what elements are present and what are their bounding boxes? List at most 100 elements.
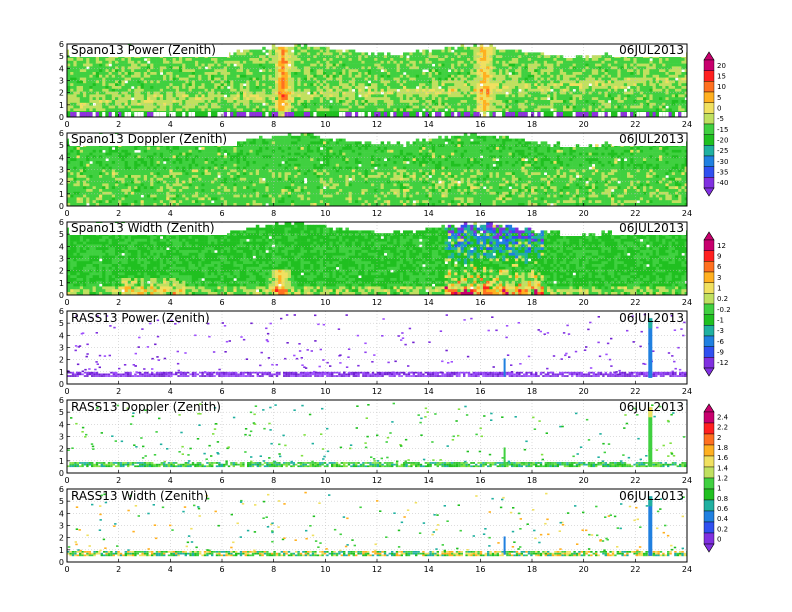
- heatmap-cell: [355, 108, 359, 112]
- heatmap-cell: [419, 100, 423, 104]
- heatmap-cell: [607, 86, 612, 90]
- heatmap-cell: [473, 108, 477, 112]
- heatmap-cell: [233, 108, 237, 112]
- heatmap-cell: [195, 63, 199, 67]
- heatmap-cell: [419, 88, 423, 92]
- heatmap-cell: [643, 91, 647, 95]
- heatmap-cell: [275, 63, 279, 67]
- heatmap-cell: [105, 69, 109, 73]
- heatmap-cell: [556, 69, 561, 73]
- heatmap-cell: [527, 60, 532, 64]
- heatmap-cell: [291, 46, 295, 50]
- heatmap-cell: [607, 112, 611, 117]
- heatmap-cell: [470, 72, 474, 76]
- heatmap-cell: [118, 60, 122, 64]
- heatmap-cell: [419, 80, 423, 84]
- heatmap-cell: [524, 83, 529, 87]
- heatmap-cell: [255, 74, 260, 78]
- heatmap-cell: [259, 108, 263, 112]
- heatmap-cell: [278, 72, 282, 76]
- heatmap-cell: [284, 83, 289, 87]
- heatmap-cell: [415, 72, 420, 76]
- heatmap-cell: [591, 108, 596, 112]
- heatmap-cell: [335, 94, 340, 98]
- heatmap-cell: [217, 58, 221, 62]
- heatmap-cell: [115, 91, 119, 95]
- heatmap-cell: [371, 60, 375, 64]
- heatmap-cell: [665, 112, 669, 117]
- heatmap-cell: [284, 46, 289, 50]
- heatmap-cell: [515, 55, 519, 59]
- heatmap-cell: [92, 83, 97, 87]
- heatmap-cell: [569, 72, 573, 76]
- heatmap-cell: [428, 52, 433, 56]
- heatmap-cell: [307, 108, 311, 112]
- heatmap-cell: [396, 55, 401, 59]
- heatmap-cell: [470, 49, 474, 53]
- heatmap-cell: [265, 108, 269, 112]
- heatmap-cell: [67, 183, 71, 187]
- heatmap-cell: [380, 114, 385, 117]
- heatmap-cell: [489, 69, 493, 73]
- heatmap-cell: [675, 91, 679, 95]
- heatmap-cell: [518, 72, 522, 76]
- heatmap-cell: [620, 69, 625, 73]
- heatmap-cell: [547, 72, 551, 76]
- heatmap-cell: [355, 94, 359, 98]
- heatmap-cell: [191, 58, 196, 62]
- heatmap-cell: [294, 74, 298, 78]
- heatmap-cell: [307, 55, 311, 59]
- heatmap-cell: [486, 69, 490, 73]
- heatmap-cell: [201, 100, 205, 104]
- heatmap-cell: [476, 58, 481, 62]
- heatmap-cell: [201, 91, 205, 95]
- heatmap-cell: [115, 86, 119, 90]
- heatmap-cell: [678, 58, 682, 62]
- heatmap-cell: [415, 108, 420, 112]
- heatmap-cell: [499, 72, 503, 76]
- heatmap-cell: [409, 105, 413, 109]
- heatmap-cell: [156, 108, 161, 112]
- heatmap-cell: [483, 69, 487, 73]
- heatmap-cell: [659, 66, 663, 70]
- heatmap-cell: [431, 100, 436, 104]
- heatmap-cell: [476, 102, 481, 106]
- heatmap-cell: [73, 186, 77, 190]
- heatmap-cell: [681, 88, 685, 92]
- heatmap-cell: [188, 80, 193, 84]
- heatmap-cell: [86, 100, 90, 104]
- heatmap-cell: [406, 83, 410, 87]
- heatmap-cell: [323, 105, 327, 109]
- heatmap-cell: [134, 63, 138, 67]
- heatmap-cell: [447, 52, 452, 56]
- heatmap-cell: [383, 66, 388, 70]
- heatmap-cell: [588, 88, 593, 92]
- heatmap-cell: [499, 112, 503, 117]
- heatmap-cell: [239, 94, 244, 98]
- heatmap-cell: [377, 66, 381, 70]
- heatmap-cell: [204, 72, 209, 76]
- heatmap-cell: [447, 86, 452, 90]
- heatmap-cell: [630, 88, 634, 92]
- heatmap-cell: [454, 102, 458, 106]
- heatmap-cell: [185, 74, 189, 78]
- heatmap-cell: [211, 94, 215, 98]
- heatmap-cell: [652, 108, 657, 112]
- heatmap-cell: [364, 91, 369, 95]
- heatmap-cell: [636, 66, 641, 70]
- heatmap-cell: [259, 66, 263, 70]
- heatmap-cell: [332, 74, 337, 78]
- heatmap-cell: [454, 112, 458, 117]
- heatmap-cell: [227, 112, 231, 117]
- heatmap-cell: [355, 58, 359, 62]
- heatmap-cell: [313, 86, 317, 90]
- heatmap-cell: [268, 55, 273, 59]
- heatmap-cell: [102, 60, 106, 64]
- heatmap-cell: [499, 83, 503, 87]
- heatmap-cell: [447, 108, 452, 112]
- heatmap-cell: [460, 108, 465, 112]
- heatmap-cell: [428, 55, 433, 59]
- heatmap-cell: [166, 66, 170, 70]
- heatmap-cell: [70, 108, 74, 112]
- heatmap-cell: [451, 69, 455, 73]
